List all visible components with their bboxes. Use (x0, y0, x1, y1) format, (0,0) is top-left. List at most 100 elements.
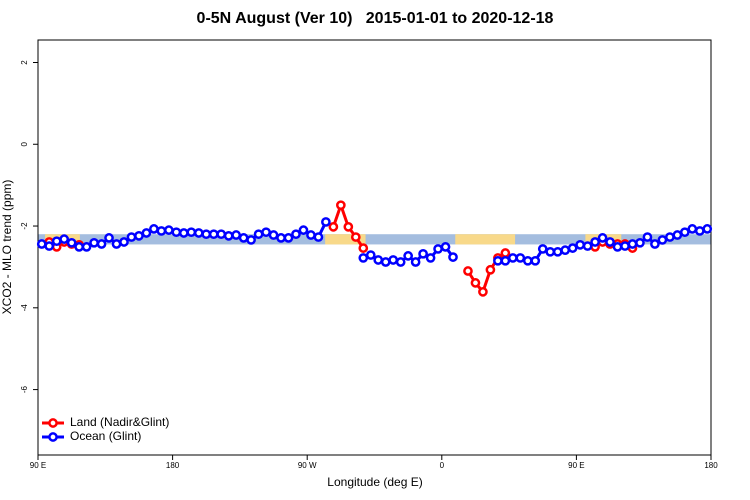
data-point (694, 226, 705, 236)
data-point (208, 229, 219, 240)
data-point (104, 233, 114, 243)
ocean-band (38, 234, 711, 245)
data-point (59, 234, 70, 244)
data-point (149, 224, 159, 234)
data-point (552, 246, 563, 257)
data-point (403, 251, 413, 261)
data-point (343, 222, 354, 232)
data-point (485, 264, 496, 275)
data-point (567, 243, 578, 253)
data-point (253, 229, 264, 240)
data-point (388, 255, 399, 265)
data-point (358, 253, 369, 263)
data-point (605, 237, 615, 247)
data-point (380, 257, 391, 267)
data-point (537, 244, 548, 254)
data-point (627, 239, 638, 249)
data-point (620, 241, 630, 251)
data-point (134, 230, 144, 241)
data-point (216, 229, 227, 240)
data-point (672, 230, 683, 240)
data-point (291, 229, 301, 240)
data-point (560, 245, 571, 256)
data-point (246, 235, 256, 245)
data-point (231, 230, 242, 240)
data-point (276, 233, 286, 243)
data-point (51, 236, 62, 247)
legend-label: Ocean (Glint) (70, 429, 141, 443)
data-point (313, 232, 324, 242)
data-point (522, 255, 533, 266)
data-point (74, 242, 84, 252)
data-point (89, 237, 99, 248)
legend-marker (48, 418, 58, 428)
data-point (425, 253, 436, 263)
data-point (306, 230, 316, 240)
plot-frame (37, 39, 712, 456)
data-point (268, 230, 279, 240)
data-point (81, 242, 92, 252)
data-point (395, 257, 406, 267)
data-point (328, 222, 339, 232)
data-point (702, 224, 713, 234)
data-point (665, 232, 675, 242)
data-point (590, 237, 600, 247)
data-point (597, 233, 608, 243)
data-point (582, 241, 593, 251)
x-axis-label: Longitude (deg E) (327, 475, 422, 489)
data-point (635, 237, 645, 248)
x-tick-label: 90 E (30, 461, 46, 470)
data-point (448, 252, 458, 262)
data-point (141, 228, 152, 238)
data-point (440, 242, 451, 252)
data-point (687, 224, 698, 234)
data-point (612, 242, 623, 252)
data-point (336, 200, 346, 211)
data-point (66, 237, 77, 248)
data-point (223, 230, 234, 241)
data-point (500, 248, 511, 258)
data-point (575, 239, 585, 250)
data-point (261, 227, 271, 238)
y-axis-label: XCO2 - MLO trend (ppm) (0, 180, 14, 315)
data-point (493, 255, 503, 266)
data-point (478, 287, 488, 297)
data-point (283, 233, 294, 243)
data-point (679, 227, 690, 238)
data-point (193, 228, 204, 238)
data-point (642, 232, 653, 242)
x-tick-label: 90 W (298, 461, 317, 470)
data-point (410, 257, 421, 267)
data-point (418, 248, 428, 259)
data-point (36, 239, 47, 249)
data-point (358, 243, 369, 253)
data-point (507, 253, 518, 263)
data-point (111, 239, 122, 249)
data-point (350, 232, 361, 242)
data-point (470, 278, 481, 288)
data-point (500, 255, 511, 266)
data-point (463, 266, 473, 276)
data-point (433, 244, 443, 254)
data-point (298, 225, 309, 235)
data-point (126, 232, 137, 242)
data-point (365, 250, 376, 260)
data-point (321, 217, 331, 227)
x-tick-label: 180 (704, 461, 718, 470)
legend-label: Land (Nadir&Glint) (70, 415, 169, 429)
x-tick-label: 90 E (568, 461, 584, 470)
data-point (164, 225, 174, 235)
data-point (238, 233, 249, 243)
data-point (650, 239, 660, 249)
data-point (657, 235, 668, 245)
y-tick-label: -4 (20, 304, 29, 312)
x-tick-label: 180 (166, 461, 180, 470)
data-point (171, 227, 182, 238)
y-tick-label: 2 (20, 60, 29, 65)
data-point (96, 239, 107, 249)
data-point (156, 226, 167, 236)
data-point (186, 227, 197, 238)
chart-title: 0-5N August (Ver 10) 2015-01-01 to 2020-… (197, 10, 554, 27)
legend-marker (48, 432, 58, 442)
